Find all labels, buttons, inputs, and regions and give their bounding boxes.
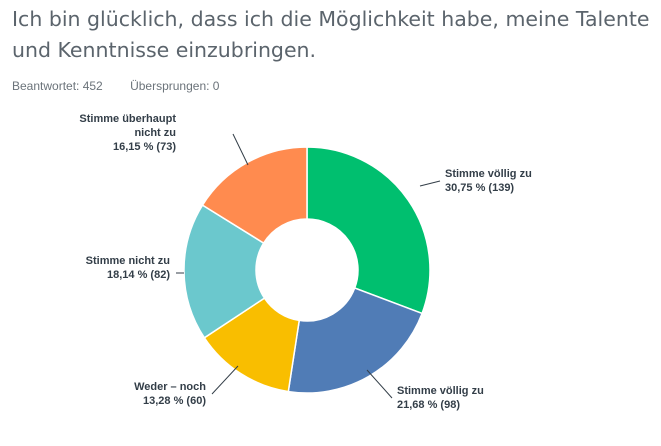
slices-layer: [183, 146, 431, 394]
question-title: Ich bin glücklich, dass ich die Möglichk…: [12, 7, 650, 62]
slice-value-label: 30,75 % (139): [445, 182, 514, 194]
slice-label: Stimme nicht zu 18,14 % (82): [86, 255, 171, 281]
slice-label: Weder – noch 13,28 % (60): [134, 381, 206, 407]
leader-lines: [176, 133, 441, 399]
leader-line: [419, 180, 441, 187]
slice-value-label: 16,15 % (73): [113, 141, 176, 153]
slice-value-label: 13,28 % (60): [143, 395, 206, 407]
donut-chart: Stimme völlig zu 30,75 % (139)Stimme völl…: [79, 113, 531, 411]
leader-line: [211, 365, 239, 395]
slice-category-label: nicht zu: [134, 127, 176, 139]
skipped-count: Übersprungen: 0: [130, 79, 220, 93]
slice-category-label: Weder – noch: [134, 381, 206, 393]
slice-category-label: Stimme völlig zu: [397, 385, 484, 397]
slice-stimme-nicht-zu-4[interactable]: [183, 204, 266, 339]
slice-category-label: Stimme völlig zu: [445, 168, 532, 180]
slice-value-label: 18,14 % (82): [107, 269, 170, 281]
answered-count: Beantwortet: 452: [12, 79, 103, 93]
slice-category-label: Stimme nicht zu: [86, 255, 170, 267]
slice-label: Stimme überhaupt nicht zu 16,15 % (73): [79, 113, 176, 153]
slice-stimme-voellig-zu-2[interactable]: [287, 287, 424, 394]
slice-value-label: 21,68 % (98): [397, 399, 460, 411]
slice-label: Stimme völlig zu 30,75 % (139): [445, 168, 532, 194]
slice-labels: Stimme völlig zu 30,75 % (139)Stimme völl…: [79, 113, 531, 411]
slice-stimme-ueberhaupt-nicht-zu-5[interactable]: [201, 146, 308, 245]
response-stats: Beantwortet: 452 Übersprungen: 0: [12, 79, 219, 93]
leader-line: [232, 133, 249, 166]
slice-label: Stimme völlig zu 21,68 % (98): [397, 385, 484, 411]
slice-category-label: Stimme überhaupt: [79, 113, 176, 125]
leader-line: [366, 369, 393, 399]
slice-stimme-voellig-zu-1[interactable]: [306, 146, 431, 315]
